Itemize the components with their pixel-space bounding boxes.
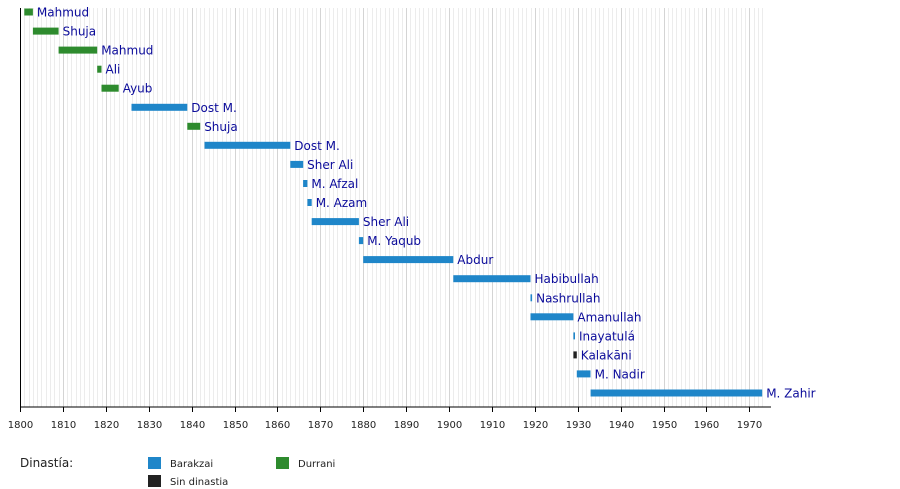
tick-label: 1950 [652, 420, 677, 431]
ruler-bar [307, 199, 312, 206]
ruler-label: Dost M. [294, 139, 340, 153]
ruler-bar [58, 46, 98, 54]
tick-label: 1850 [223, 420, 248, 431]
ruler-bar [290, 160, 304, 168]
ruler-bar [204, 141, 291, 149]
legend-swatch [276, 457, 289, 469]
ruler-label: Amanullah [577, 310, 641, 324]
ruler-label: Nashrullah [536, 291, 600, 305]
tick-label: 1800 [8, 420, 33, 431]
ruler-label: Dost M. [191, 101, 237, 115]
ruler-bar [24, 8, 33, 16]
tick-label: 1880 [351, 420, 376, 431]
tick-label: 1960 [694, 420, 719, 431]
ruler-label: Ali [106, 63, 121, 77]
ruler-label: Abdur [457, 253, 493, 267]
ruler-bar [187, 122, 201, 130]
ruler-label: M. Azam [316, 196, 368, 210]
ruler-bar [576, 370, 591, 378]
tick-label: 1910 [480, 420, 505, 431]
ruler-bar [453, 275, 531, 283]
ruler-label: Habibullah [535, 272, 599, 286]
ruler-bar [311, 218, 359, 226]
ruler-bar [363, 256, 454, 264]
x-axis-ticks: 1800 1810 1820 1830 1840 1850 1860 1870 1880 1890… [8, 407, 762, 431]
ruler-label: Ayub [123, 82, 153, 96]
tick-label: 1830 [137, 420, 162, 431]
ruler-bars [24, 8, 763, 397]
legend-swatch [148, 475, 161, 487]
tick-label: 1920 [523, 420, 548, 431]
ruler-label: Inayatulá [579, 329, 635, 343]
tick-label: 1860 [265, 420, 290, 431]
ruler-label: Shuja [204, 120, 238, 134]
ruler-label: M. Zahir [766, 387, 815, 401]
ruler-label: M. Afzal [311, 177, 358, 191]
ruler-bar [32, 27, 59, 35]
tick-label: 1970 [737, 420, 762, 431]
year-gridlines [20, 8, 763, 407]
legend-title: Dinastía: [20, 456, 73, 470]
tick-label: 1940 [609, 420, 634, 431]
ruler-label: M. Nadir [595, 367, 645, 381]
ruler-bar [101, 84, 119, 92]
ruler-bar [590, 389, 763, 397]
ruler-bar [303, 180, 308, 187]
tick-label: 1930 [566, 420, 591, 431]
ruler-bar [131, 103, 188, 111]
ruler-bar [97, 65, 102, 73]
tick-label: 1890 [394, 420, 419, 431]
ruler-label: M. Yaqub [367, 234, 421, 248]
legend-label: Sin dinastia [170, 477, 228, 488]
ruler-label: Mahmud [37, 6, 89, 20]
ruler-bar [358, 237, 364, 245]
ruler-bar [530, 313, 574, 321]
ruler-label: Mahmud [101, 44, 153, 58]
legend-label: Durrani [298, 459, 335, 470]
legend-swatch [148, 457, 161, 469]
ruler-bar [573, 351, 577, 359]
tick-label: 1870 [308, 420, 333, 431]
tick-label: 1900 [437, 420, 462, 431]
ruler-label: Sher Ali [363, 215, 409, 229]
tick-label: 1840 [180, 420, 205, 431]
ruler-bar [530, 294, 533, 302]
ruler-label: Kalakāni [581, 348, 632, 362]
legend-label: Barakzai [170, 459, 213, 470]
tick-label: 1820 [94, 420, 119, 431]
tick-label: 1810 [51, 420, 76, 431]
ruler-bar [573, 332, 575, 340]
x-axis [20, 8, 771, 408]
legend: Dinastía: Barakzai Sin dinastia Durrani [20, 456, 335, 488]
ruler-label: Sher Ali [307, 158, 353, 172]
ruler-label: Shuja [63, 25, 97, 39]
